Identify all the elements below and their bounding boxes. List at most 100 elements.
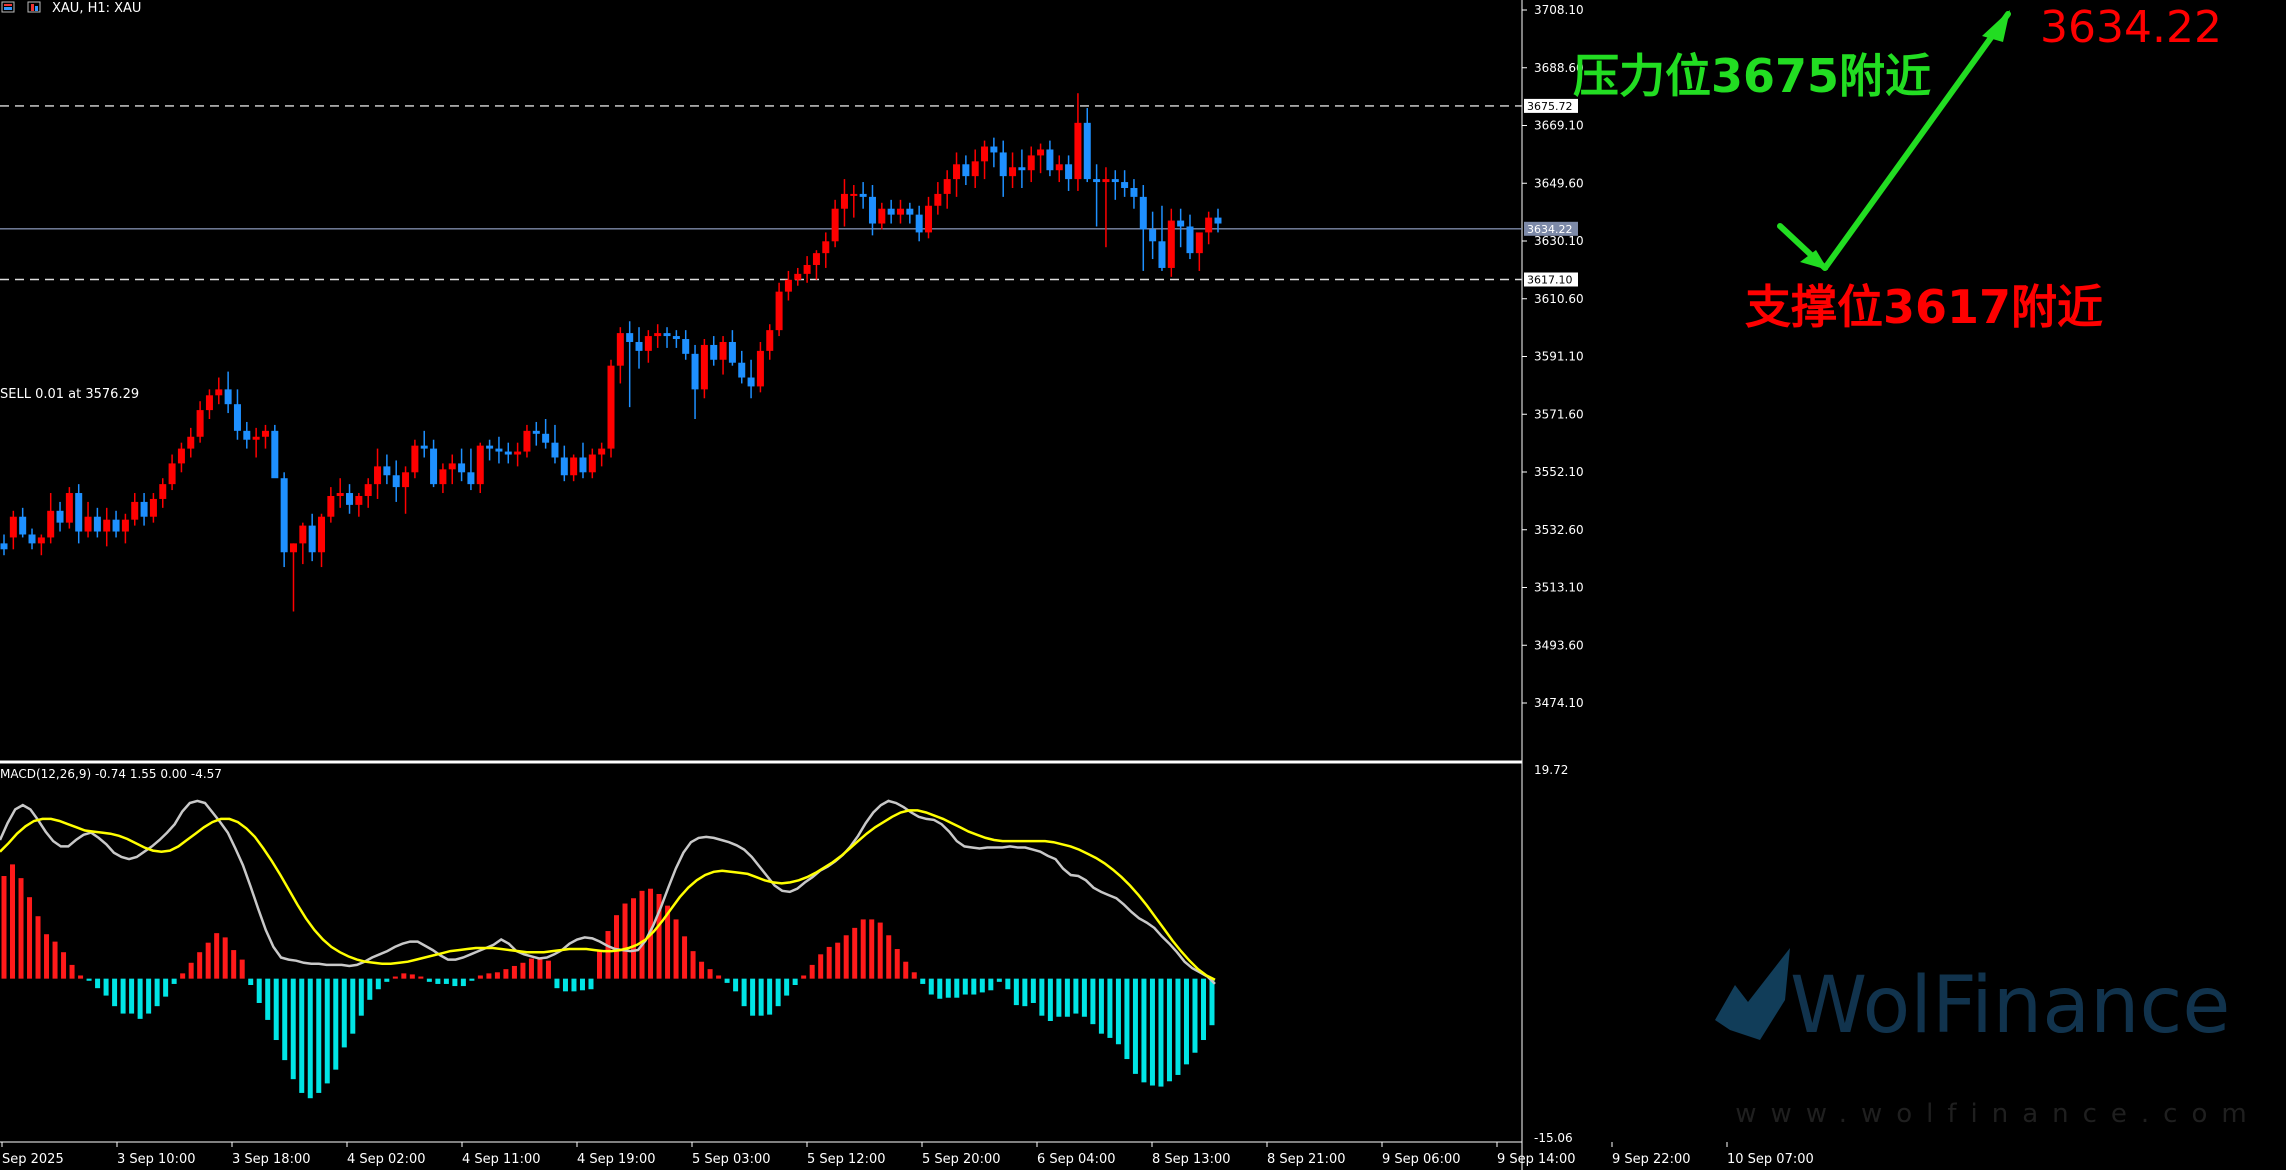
candle-body xyxy=(803,264,811,274)
candle-body xyxy=(635,341,643,351)
price-tick-label: 3708.10 xyxy=(1534,3,1584,17)
candle-body xyxy=(850,193,858,196)
candle-body xyxy=(514,451,522,455)
macd-bar xyxy=(954,978,960,998)
candle-body xyxy=(308,525,316,553)
macd-bar xyxy=(639,890,645,979)
macd-bar xyxy=(733,978,739,992)
candle-body xyxy=(411,445,419,473)
macd-bar xyxy=(537,957,543,979)
candle-body xyxy=(467,472,475,485)
candle-body xyxy=(336,493,344,496)
candle-body xyxy=(458,463,466,473)
time-tick-label: 9 Sep 22:00 xyxy=(1612,1152,1691,1167)
current-price-label: 3634.22 xyxy=(2040,2,2222,53)
macd-bar xyxy=(554,978,560,989)
candle-body xyxy=(971,161,979,177)
candle-body xyxy=(934,193,942,206)
macd-bar xyxy=(392,976,398,979)
macd-bar xyxy=(460,978,466,987)
candle-body xyxy=(990,146,998,153)
time-tick-label: 4 Sep 02:00 xyxy=(347,1152,426,1167)
macd-bar xyxy=(996,978,1002,982)
macd-bar xyxy=(903,961,909,979)
macd-bar xyxy=(494,972,500,979)
candle-body xyxy=(747,377,755,387)
candle-body xyxy=(19,516,27,535)
macd-bar xyxy=(69,964,75,979)
macd-bar xyxy=(35,916,41,979)
macd-bar xyxy=(894,949,900,979)
macd-bar xyxy=(1005,978,1011,990)
candle-body xyxy=(355,495,363,505)
macd-bar xyxy=(443,978,449,984)
candle-body xyxy=(868,196,876,224)
macd-bar xyxy=(665,905,671,979)
macd-bar xyxy=(248,978,254,986)
candle-body xyxy=(271,430,279,479)
macd-bar xyxy=(716,975,722,979)
time-tick-label: 5 Sep 03:00 xyxy=(692,1152,771,1167)
macd-bar xyxy=(214,933,220,979)
candle-body xyxy=(168,463,176,485)
candle-body xyxy=(374,466,382,485)
candle-body xyxy=(570,457,578,476)
macd-bar xyxy=(1158,978,1164,1087)
macd-bar xyxy=(979,978,985,993)
macd-bar xyxy=(528,958,534,979)
macd-bar xyxy=(146,978,152,1014)
candle-body xyxy=(65,493,73,523)
macd-bar xyxy=(61,952,67,979)
candle-body xyxy=(420,445,428,449)
macd-histogram xyxy=(1,864,1215,1099)
candle-body xyxy=(159,484,167,499)
window-icon[interactable] xyxy=(1,1,15,13)
macd-bar xyxy=(1115,978,1121,1045)
macd-bar xyxy=(1030,978,1036,1003)
price-tick-label: 3688.60 xyxy=(1534,61,1584,75)
watermark-url: www.wolfinance.com xyxy=(1735,1099,2260,1129)
time-tick-label: 3 Sep 10:00 xyxy=(117,1152,196,1167)
macd-bar xyxy=(469,978,475,981)
annotations: 压力位3675附近 支撑位3617附近 3634.22 xyxy=(1573,2,2222,334)
time-tick-label: 8 Sep 13:00 xyxy=(1152,1152,1231,1167)
candle-body xyxy=(542,433,550,443)
macd-bar xyxy=(350,978,356,1034)
candle-body xyxy=(149,498,157,517)
candle-body xyxy=(383,466,391,476)
candle-body xyxy=(663,333,671,337)
candle-body xyxy=(187,436,195,449)
candle-body xyxy=(1205,217,1213,233)
price-level-box xyxy=(1524,272,1578,287)
macd-bar xyxy=(307,978,313,1099)
macd-bar xyxy=(775,978,781,1007)
candle-body xyxy=(299,525,307,544)
macd-bar xyxy=(1175,978,1181,1075)
forecast-arrows xyxy=(1777,10,2011,271)
resistance-label: 压力位3675附近 xyxy=(1573,49,1931,103)
signal-line xyxy=(0,809,1216,981)
macd-bar xyxy=(256,978,262,1003)
macd-bar xyxy=(920,978,926,984)
macd-bar xyxy=(869,919,875,979)
macd-bar xyxy=(205,942,211,979)
macd-bar xyxy=(18,878,24,979)
candle-body xyxy=(448,463,456,470)
macd-bar xyxy=(886,935,892,979)
candle-body xyxy=(1149,229,1157,242)
candle-body xyxy=(672,336,680,340)
candle-body xyxy=(1037,149,1045,156)
macd-bar xyxy=(511,965,517,979)
macd-bar xyxy=(299,978,305,1093)
candle-body xyxy=(252,436,260,440)
macd-bar xyxy=(767,978,773,1015)
macd-bar xyxy=(375,978,381,990)
macd-tick-label: -15.06 xyxy=(1534,1131,1573,1145)
macd-bar xyxy=(1132,978,1138,1074)
chart-type-icon[interactable] xyxy=(27,1,41,13)
price-tick-label: 3591.10 xyxy=(1534,350,1584,364)
time-tick-label: 6 Sep 04:00 xyxy=(1037,1152,1116,1167)
candle-body xyxy=(1027,155,1035,171)
candle-body xyxy=(822,241,830,254)
